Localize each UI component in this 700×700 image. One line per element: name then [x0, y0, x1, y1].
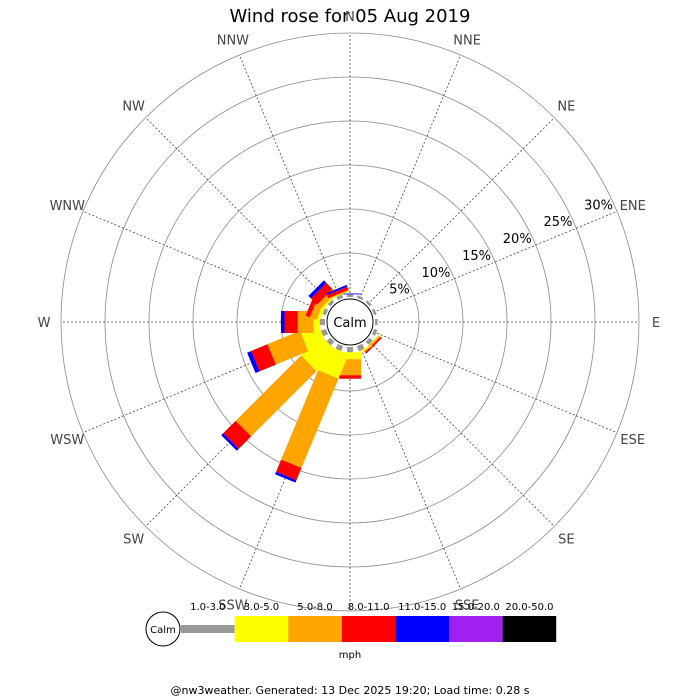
spoke-nnw: [239, 54, 341, 300]
petal-sw-bin-2: [235, 355, 317, 437]
radial-tick-labels: 5% 10% 15% 20% 25% 30%: [389, 198, 613, 297]
direction-label-nne: NNE: [453, 33, 481, 48]
petal-se-bin-1: [363, 335, 380, 352]
petal-se-bin-3: [364, 336, 382, 354]
spoke-nne: [359, 54, 461, 300]
direction-label-ese: ESE: [620, 433, 645, 448]
petal-w-bin-4: [281, 311, 285, 333]
direction-label-e: E: [652, 316, 660, 331]
petal-ssw-bin-3: [276, 459, 302, 481]
legend-label-5: 15.0-20.0: [452, 602, 500, 613]
legend-swatch-5: [449, 616, 503, 642]
legend-swatch-6: [502, 616, 557, 642]
petal-sse-bin-0: [356, 343, 365, 352]
petal-sw-bin-1: [300, 335, 337, 372]
direction-label-w: W: [38, 316, 51, 331]
petal-nne-bin-0: [356, 295, 364, 301]
petal-nw-bin-3: [310, 282, 333, 305]
direction-label-ne: NE: [557, 100, 575, 115]
calm-circle-shape: [326, 298, 374, 346]
petal-wsw-bin-0: [320, 328, 329, 337]
legend-calm-label: Calm: [150, 625, 176, 636]
petal-nw-bin-0: [327, 299, 335, 307]
petal-nnw-bin-3: [326, 286, 349, 299]
speed-legend: Calm 1.0-3.0 3.0-5.0 5.0-8.0 8.0-11.0 11.0-15…: [145, 602, 557, 661]
spoke-nw: [145, 117, 333, 305]
petal-nw-bin-4: [308, 280, 327, 299]
legend-label-1: 3.0-5.0: [244, 602, 279, 613]
petal-sw-bin-3: [223, 420, 252, 449]
direction-label-sse: SSE: [455, 599, 480, 614]
petal-wsw-bin-4: [247, 351, 260, 373]
petal-n-bin-4: [339, 293, 361, 295]
wind-petals: [221, 280, 382, 483]
radial-tick-label-0: 5%: [389, 283, 410, 298]
petal-nnw-bin-0: [336, 294, 344, 301]
legend-swatch-4: [395, 616, 449, 642]
radial-tick-label-4: 25%: [543, 215, 572, 230]
legend-units: mph: [339, 650, 361, 661]
spoke-se: [367, 339, 555, 527]
petal-sw-bin-0: [326, 337, 335, 346]
direction-label-se: SE: [558, 532, 574, 547]
spoke-sse: [359, 344, 461, 590]
petal-s-bin-3: [339, 375, 361, 379]
petal-w-bin-0: [319, 319, 325, 325]
legend-label-0: 1.0-3.0: [190, 602, 225, 613]
petal-w-bin-3: [284, 311, 298, 333]
petal-ene-bin-0: [371, 308, 377, 316]
petal-nnw-bin-1: [328, 290, 350, 300]
legend-label-4: 11.0-15.0: [398, 602, 446, 613]
petal-nnw-bin-4: [326, 284, 348, 295]
legend-swatch-0: [181, 625, 235, 633]
petal-wsw-bin-2: [267, 330, 309, 365]
legend-calm-circle: [145, 611, 181, 647]
direction-label-ssw: SSW: [218, 599, 248, 614]
legend-label-3: 8.0-11.0: [348, 602, 390, 613]
grid-ring-5: [60, 32, 640, 612]
legend-swatch-1: [234, 616, 289, 642]
direction-label-nnw: NNW: [217, 33, 249, 48]
direction-labels: NNNENEENEEESESESSESSSWSWWSWWWNWNWNNW: [38, 10, 661, 637]
petal-ne-bin-0: [365, 300, 372, 307]
petal-se-bin-0: [365, 337, 373, 345]
radial-tick-label-1: 10%: [421, 266, 450, 281]
spoke-ne: [367, 117, 555, 305]
legend-swatch-2: [288, 616, 342, 642]
direction-label-n: N: [345, 10, 355, 25]
petal-ssw-bin-2: [281, 370, 339, 468]
direction-label-ene: ENE: [620, 199, 646, 214]
direction-label-wsw: WSW: [50, 433, 84, 448]
legend-label-2: 5.0-8.0: [297, 602, 332, 613]
petal-wsw-bin-3: [251, 344, 276, 372]
direction-label-sw: SW: [123, 532, 144, 547]
radial-tick-label-3: 20%: [503, 232, 532, 247]
radial-tick-label-2: 15%: [462, 249, 491, 264]
footer-text: @nw3weather. Generated: 13 Dec 2025 19:2…: [170, 684, 530, 697]
spoke-ene: [372, 211, 618, 313]
chart-title: Wind rose for 05 Aug 2019: [229, 6, 471, 27]
petal-e-bin-0: [375, 319, 378, 325]
petal-s-bin-0: [347, 347, 353, 353]
petal-ssw-bin-0: [335, 343, 344, 352]
radial-tick-label-5: 30%: [584, 198, 613, 213]
petal-nnw-bin-2: [328, 289, 349, 299]
calm-circle: Calm: [326, 298, 374, 346]
petal-ese-bin-0: [371, 328, 378, 336]
petal-ssw-bin-4: [275, 471, 297, 483]
direction-label-nw: NW: [122, 100, 145, 115]
spoke-ese: [372, 331, 618, 433]
petal-n-bin-0: [347, 294, 353, 297]
spoke-wnw: [82, 211, 328, 313]
petal-sw-bin-4: [221, 433, 239, 451]
legend-label-6: 20.0-50.0: [505, 602, 553, 613]
direction-label-wnw: WNW: [50, 199, 86, 214]
petal-wnw-bin-0: [322, 308, 329, 316]
calm-label: Calm: [333, 316, 366, 331]
legend-swatch-3: [341, 616, 396, 642]
